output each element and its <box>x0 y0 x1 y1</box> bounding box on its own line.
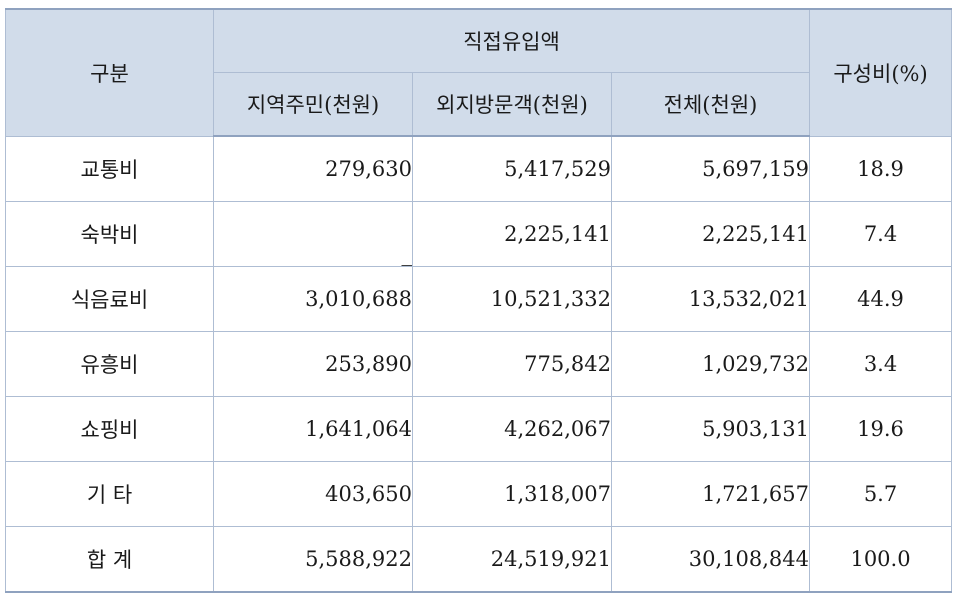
row-visitors: 4,262,067 <box>412 396 612 462</box>
row-local: 403,650 <box>213 461 413 527</box>
row-total: 1,029,732 <box>610 331 811 397</box>
header-row-sub: 지역주민(천원) 외지방문객(천원) 전체(천원) <box>6 72 952 137</box>
row-category: 식음료비 <box>5 266 214 332</box>
row-category: 쇼핑비 <box>5 396 214 462</box>
row-visitors: 10,521,332 <box>412 266 612 332</box>
header-direct-inflow: 직접유입액 <box>212 8 811 73</box>
row-ratio: 3.4 <box>809 331 953 397</box>
row-category: 숙박비 <box>5 201 214 267</box>
row-ratio: 5.7 <box>809 461 953 527</box>
header-row-top: 구분 직접유입액 구성비(%) <box>5 8 953 137</box>
row-local: 5,588,922 <box>213 526 413 593</box>
header-category: 구분 <box>5 8 214 137</box>
header-ratio: 구성비(%) <box>809 8 953 137</box>
row-category: 합 계 <box>5 526 214 593</box>
table-row: 숙박비 _ 2,225,141 2,225,141 7.4 <box>5 201 953 267</box>
row-ratio: 44.9 <box>809 266 953 332</box>
header-local-residents: 지역주민(천원) <box>213 72 413 137</box>
row-total: 1,721,657 <box>610 461 811 527</box>
row-ratio: 7.4 <box>809 201 953 267</box>
row-category: 기 타 <box>5 461 214 527</box>
row-ratio: 19.6 <box>809 396 953 462</box>
row-total: 2,225,141 <box>610 201 811 267</box>
row-total: 30,108,844 <box>610 526 811 593</box>
header-outside-visitors: 외지방문객(천원) <box>412 72 612 137</box>
row-visitors: 5,417,529 <box>412 135 612 202</box>
table-row: 유흥비 253,890 775,842 1,029,732 3.4 <box>5 331 953 397</box>
row-total: 5,697,159 <box>610 135 811 202</box>
row-category: 유흥비 <box>5 331 214 397</box>
row-category: 교통비 <box>5 135 214 202</box>
row-visitors: 775,842 <box>412 331 612 397</box>
row-ratio: 18.9 <box>809 135 953 202</box>
row-total: 5,903,131 <box>610 396 811 462</box>
row-local: 253,890 <box>213 331 413 397</box>
row-local: 1,641,064 <box>213 396 413 462</box>
table-row: 기 타 403,650 1,318,007 1,721,657 5.7 <box>5 461 953 527</box>
table-row: 쇼핑비 1,641,064 4,262,067 5,903,131 19.6 <box>5 396 953 462</box>
inflow-table: 구분 직접유입액 구성비(%) 지역주민(천원) 외지방문객(천원) 전체(천원… <box>5 8 953 593</box>
row-visitors: 24,519,921 <box>412 526 612 593</box>
row-visitors: 1,318,007 <box>412 461 612 527</box>
table-row: 교통비 279,630 5,417,529 5,697,159 18.9 <box>5 135 953 202</box>
table-row: 식음료비 3,010,688 10,521,332 13,532,021 44.… <box>5 266 953 332</box>
table-row-total: 합 계 5,588,922 24,519,921 30,108,844 100.… <box>5 526 953 593</box>
row-local: _ <box>213 201 413 267</box>
row-visitors: 2,225,141 <box>412 201 612 267</box>
row-local: 279,630 <box>213 135 413 202</box>
row-ratio: 100.0 <box>809 526 953 593</box>
header-total: 전체(천원) <box>610 72 811 137</box>
row-total: 13,532,021 <box>610 266 811 332</box>
row-local: 3,010,688 <box>213 266 413 332</box>
